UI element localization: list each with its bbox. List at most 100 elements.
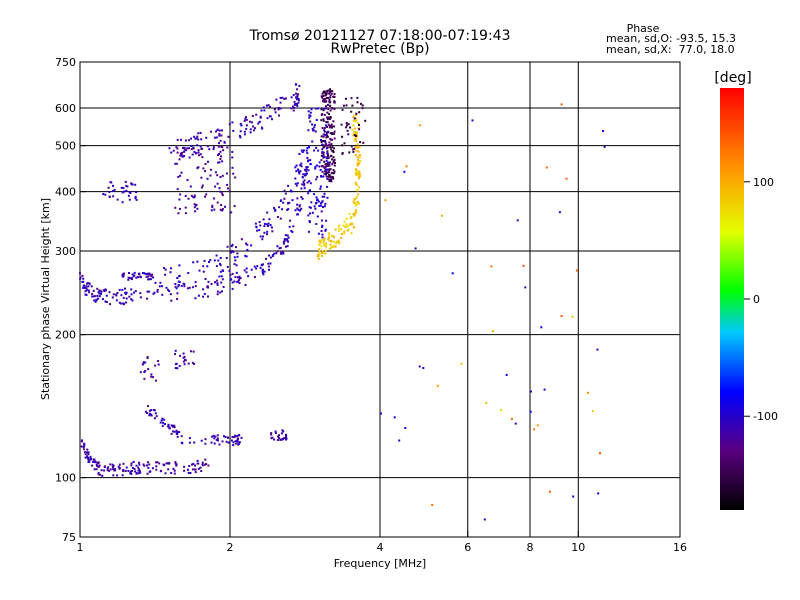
data-point — [214, 171, 217, 174]
data-point — [133, 271, 136, 274]
data-point — [270, 226, 273, 229]
data-point — [436, 384, 439, 387]
data-point — [358, 177, 360, 180]
data-point — [319, 185, 322, 188]
data-point — [338, 242, 341, 245]
data-point — [128, 272, 130, 274]
data-point — [194, 285, 197, 288]
data-point — [303, 184, 306, 187]
data-point — [303, 179, 306, 182]
data-point — [265, 104, 268, 107]
data-point — [216, 437, 219, 440]
data-point — [330, 177, 333, 179]
data-point — [355, 196, 358, 198]
data-point — [118, 301, 121, 304]
data-point — [331, 90, 334, 93]
data-point — [332, 161, 335, 164]
data-point — [294, 177, 297, 180]
x-tick-label: 6 — [464, 541, 471, 554]
data-point — [324, 170, 327, 173]
data-point — [220, 275, 223, 278]
data-point — [147, 273, 150, 276]
data-point — [318, 161, 321, 164]
data-point — [329, 96, 332, 99]
data-point — [130, 473, 133, 475]
data-point — [231, 436, 234, 438]
data-point — [173, 430, 176, 433]
data-point — [216, 293, 219, 296]
data-point — [287, 184, 290, 187]
data-point — [83, 284, 85, 287]
data-point — [288, 201, 291, 204]
data-point — [190, 194, 193, 197]
data-point — [329, 89, 332, 92]
data-point — [170, 432, 173, 435]
data-point — [204, 278, 207, 280]
data-point — [127, 276, 130, 279]
data-point — [87, 461, 90, 463]
data-point — [111, 463, 114, 466]
data-point — [334, 228, 337, 231]
data-point — [151, 376, 154, 379]
data-point — [317, 232, 320, 235]
data-point — [174, 162, 177, 165]
data-point — [243, 130, 246, 133]
data-point — [146, 356, 149, 358]
data-point — [297, 208, 300, 211]
data-point — [293, 100, 296, 103]
data-point — [170, 472, 173, 474]
data-point — [174, 363, 177, 366]
data-point — [175, 146, 178, 149]
data-point — [277, 107, 280, 110]
data-point — [269, 256, 272, 259]
data-point — [349, 223, 352, 226]
data-point — [180, 284, 183, 287]
data-point — [176, 188, 179, 191]
data-point — [139, 471, 142, 474]
data-point — [185, 149, 188, 152]
data-point — [213, 259, 216, 262]
data-point — [84, 456, 87, 459]
data-point — [268, 254, 271, 257]
data-point — [100, 469, 103, 472]
data-point — [230, 251, 232, 254]
data-point — [294, 103, 297, 105]
data-point — [236, 435, 239, 437]
data-point — [263, 109, 266, 112]
data-point — [233, 256, 236, 259]
data-point — [276, 245, 279, 248]
data-point — [213, 136, 216, 139]
data-point — [256, 229, 259, 232]
data-point — [219, 257, 222, 259]
data-point — [245, 127, 248, 130]
data-point — [91, 295, 94, 298]
data-point — [188, 286, 191, 289]
x-tick-label: 16 — [673, 541, 687, 554]
data-point — [162, 421, 165, 424]
data-point — [315, 178, 318, 181]
data-point — [304, 168, 306, 171]
data-point — [134, 470, 137, 473]
data-point — [530, 390, 532, 393]
data-point — [216, 128, 219, 131]
data-point — [297, 93, 299, 96]
data-point — [178, 365, 181, 367]
data-point — [328, 98, 331, 101]
data-point — [170, 267, 172, 270]
data-point — [215, 279, 218, 282]
data-point — [134, 197, 137, 200]
data-point — [325, 136, 328, 139]
data-point — [291, 231, 294, 233]
data-point — [207, 160, 209, 163]
data-point — [327, 175, 330, 178]
data-point — [152, 292, 155, 295]
data-point — [356, 189, 359, 192]
data-point — [320, 210, 323, 213]
data-point — [97, 291, 100, 294]
data-point — [298, 204, 301, 207]
data-point — [257, 122, 260, 125]
data-point — [279, 107, 282, 110]
data-point — [307, 129, 310, 132]
data-point — [325, 219, 328, 222]
